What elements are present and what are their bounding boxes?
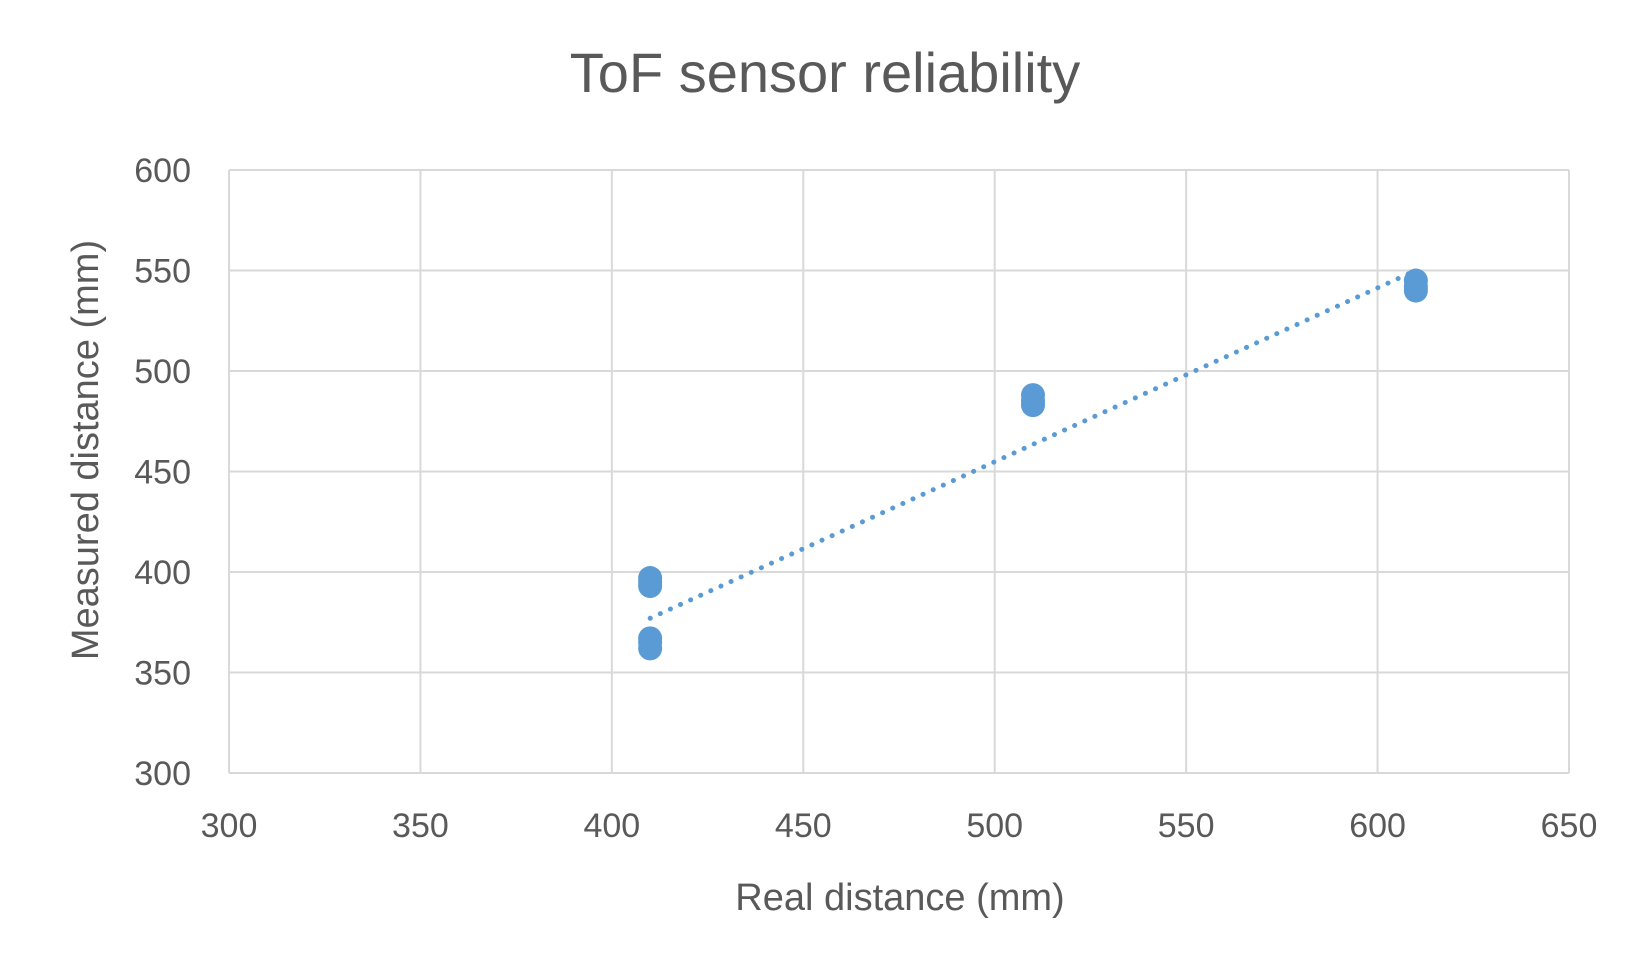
y-tick-label: 400: [134, 554, 191, 592]
y-tick-label: 300: [134, 755, 191, 793]
x-tick-label: 300: [201, 807, 258, 845]
x-tick-label: 550: [1158, 807, 1215, 845]
x-tick-label: 500: [966, 807, 1023, 845]
grid-lines: [228, 169, 1570, 774]
x-tick-label: 450: [775, 807, 832, 845]
x-tick-label: 350: [392, 807, 449, 845]
data-points: [638, 268, 1428, 661]
data-point: [638, 566, 663, 591]
x-axis-title: Real distance (mm): [735, 877, 1064, 919]
x-tick-label: 650: [1541, 807, 1598, 845]
chart-title: ToF sensor reliability: [570, 41, 1080, 104]
data-point: [638, 626, 663, 651]
data-point: [1021, 383, 1045, 408]
trendline: [647, 268, 1419, 621]
y-tick-label: 600: [134, 152, 191, 190]
y-axis-ticks: 300 350 400 450 500 550 600: [134, 152, 191, 793]
y-tick-label: 350: [134, 655, 191, 693]
y-tick-label: 550: [134, 253, 191, 291]
x-tick-label: 600: [1349, 807, 1406, 845]
y-tick-label: 450: [134, 454, 191, 492]
x-tick-label: 400: [583, 807, 640, 845]
trendline-group: [647, 268, 1419, 621]
x-axis-ticks: 300 350 400 450 500 550 600 650: [201, 807, 1598, 845]
y-tick-label: 500: [134, 353, 191, 391]
y-axis-title: Measured distance (mm): [65, 240, 107, 660]
data-point: [1403, 268, 1428, 293]
